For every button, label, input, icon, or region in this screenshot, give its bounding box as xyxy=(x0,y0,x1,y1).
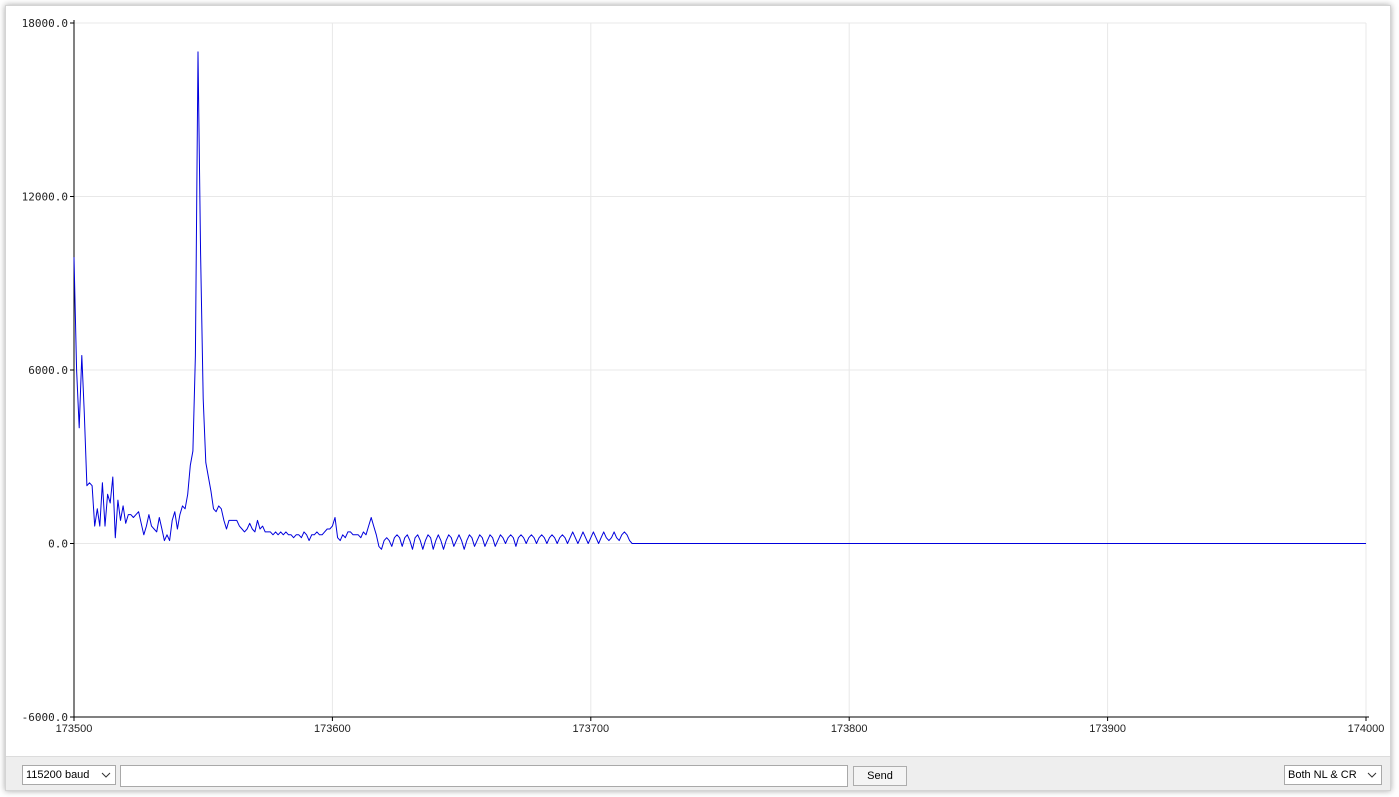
y-tick-label: -6000.0 xyxy=(22,711,68,724)
chevron-down-icon xyxy=(101,772,111,778)
line-ending-label: Both NL & CR xyxy=(1288,769,1357,781)
y-tick-label: 6000.0 xyxy=(28,364,68,377)
x-tick-label: 173500 xyxy=(56,723,93,735)
series-line xyxy=(73,51,1366,550)
message-input[interactable] xyxy=(120,765,848,787)
axes xyxy=(73,20,1369,718)
send-button[interactable]: Send xyxy=(853,766,907,786)
y-tick-label: 0.0 xyxy=(48,538,68,551)
bottom-toolbar: 115200 baud Send Both NL & CR xyxy=(6,756,1390,790)
plot-area: 173500 173600 173700 173800 173900 174000 180… xyxy=(22,17,1385,735)
x-tick-label: 173800 xyxy=(831,723,868,735)
serial-plotter-window: 173500 173600 173700 173800 173900 174000 180… xyxy=(5,5,1391,791)
y-tick-label: 12000.0 xyxy=(22,191,68,204)
x-tick-label: 173700 xyxy=(572,723,609,735)
baud-rate-select[interactable]: 115200 baud xyxy=(22,765,116,785)
line-ending-select[interactable]: Both NL & CR xyxy=(1284,765,1382,785)
series-layer xyxy=(73,51,1366,550)
y-tick-label: 18000.0 xyxy=(22,17,68,30)
y-axis-ticks: 18000.0 12000.0 6000.0 0.0 -6000.0 xyxy=(22,17,74,724)
chevron-down-icon xyxy=(1367,772,1377,778)
x-tick-label: 173600 xyxy=(314,723,351,735)
x-tick-label: 174000 xyxy=(1348,723,1385,735)
baud-rate-label: 115200 baud xyxy=(26,769,90,781)
grid-lines xyxy=(74,22,1367,717)
x-axis-ticks: 173500 173600 173700 173800 173900 174000 xyxy=(56,717,1385,735)
x-tick-label: 173900 xyxy=(1089,723,1126,735)
